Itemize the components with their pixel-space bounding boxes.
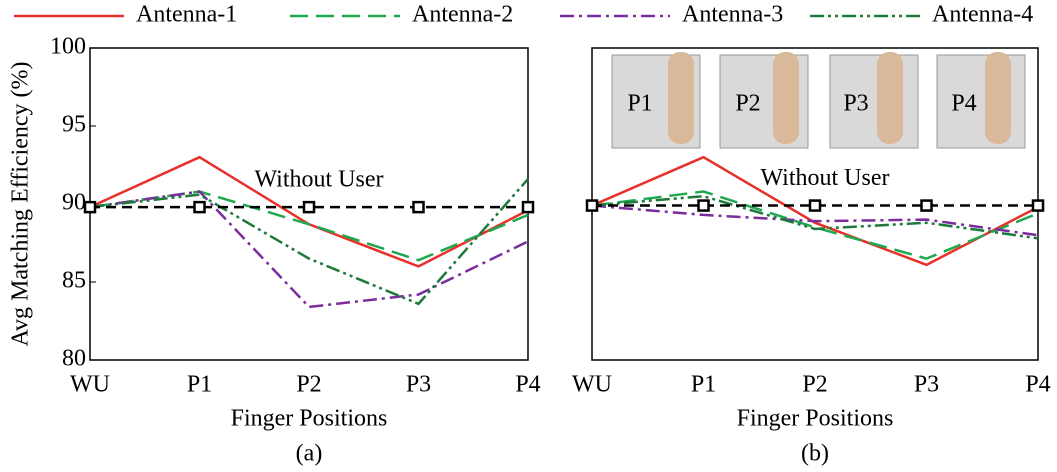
x-tick-label: P4 (515, 372, 540, 398)
legend-label: Antenna-2 (412, 2, 513, 28)
y-tick-label: 100 (50, 34, 86, 60)
inset-label: P3 (843, 91, 868, 117)
x-tick-label: P2 (296, 372, 321, 398)
x-tick-label: P3 (406, 372, 431, 398)
marker (304, 202, 314, 212)
annotation: Without User (760, 165, 889, 191)
marker (523, 202, 533, 212)
marker (810, 201, 820, 211)
x-tick-label: P1 (187, 372, 212, 398)
x-tick-label: WU (572, 372, 612, 398)
y-axis-label: Avg Matching Efficiency (%) (8, 61, 34, 346)
figure: WU P1 P2 P3 P4 80 85 90 95 100 Finger Positions (a)… (0, 0, 1057, 472)
marker (587, 201, 597, 211)
caption: (b) (801, 441, 829, 467)
finger-icon (773, 52, 799, 144)
marker (195, 202, 205, 212)
legend-label: Antenna-1 (136, 2, 237, 28)
y-tick-label: 95 (62, 112, 86, 138)
marker (414, 202, 424, 212)
x-tick-label: P1 (691, 372, 716, 398)
finger-icon (877, 52, 903, 144)
marker (922, 201, 932, 211)
y-tick-label: 80 (62, 346, 86, 372)
annotation: Without User (254, 167, 383, 193)
x-axis-label: Finger Positions (231, 406, 388, 432)
y-tick-label: 85 (62, 268, 86, 294)
legend-label: Antenna-4 (932, 2, 1033, 28)
marker (699, 201, 709, 211)
x-tick-label: P2 (802, 372, 827, 398)
x-axis-label: Finger Positions (737, 406, 894, 432)
inset-box (937, 55, 1025, 148)
page: WU P1 P2 P3 P4 80 85 90 95 100 Finger Positions (a)… (0, 0, 1057, 472)
finger-icon (668, 52, 694, 144)
inset-label: P2 (735, 91, 760, 117)
marker (85, 202, 95, 212)
x-tick-label: P4 (1025, 372, 1050, 398)
x-tick-label: P3 (914, 372, 939, 398)
marker (1033, 201, 1043, 211)
finger-icon (985, 52, 1011, 144)
x-tick-label: WU (70, 372, 110, 398)
caption: (a) (296, 441, 323, 467)
legend-label: Antenna-3 (682, 2, 783, 28)
inset-label: P4 (951, 91, 976, 117)
y-tick-label: 90 (62, 190, 86, 216)
inset-label: P1 (627, 91, 652, 117)
